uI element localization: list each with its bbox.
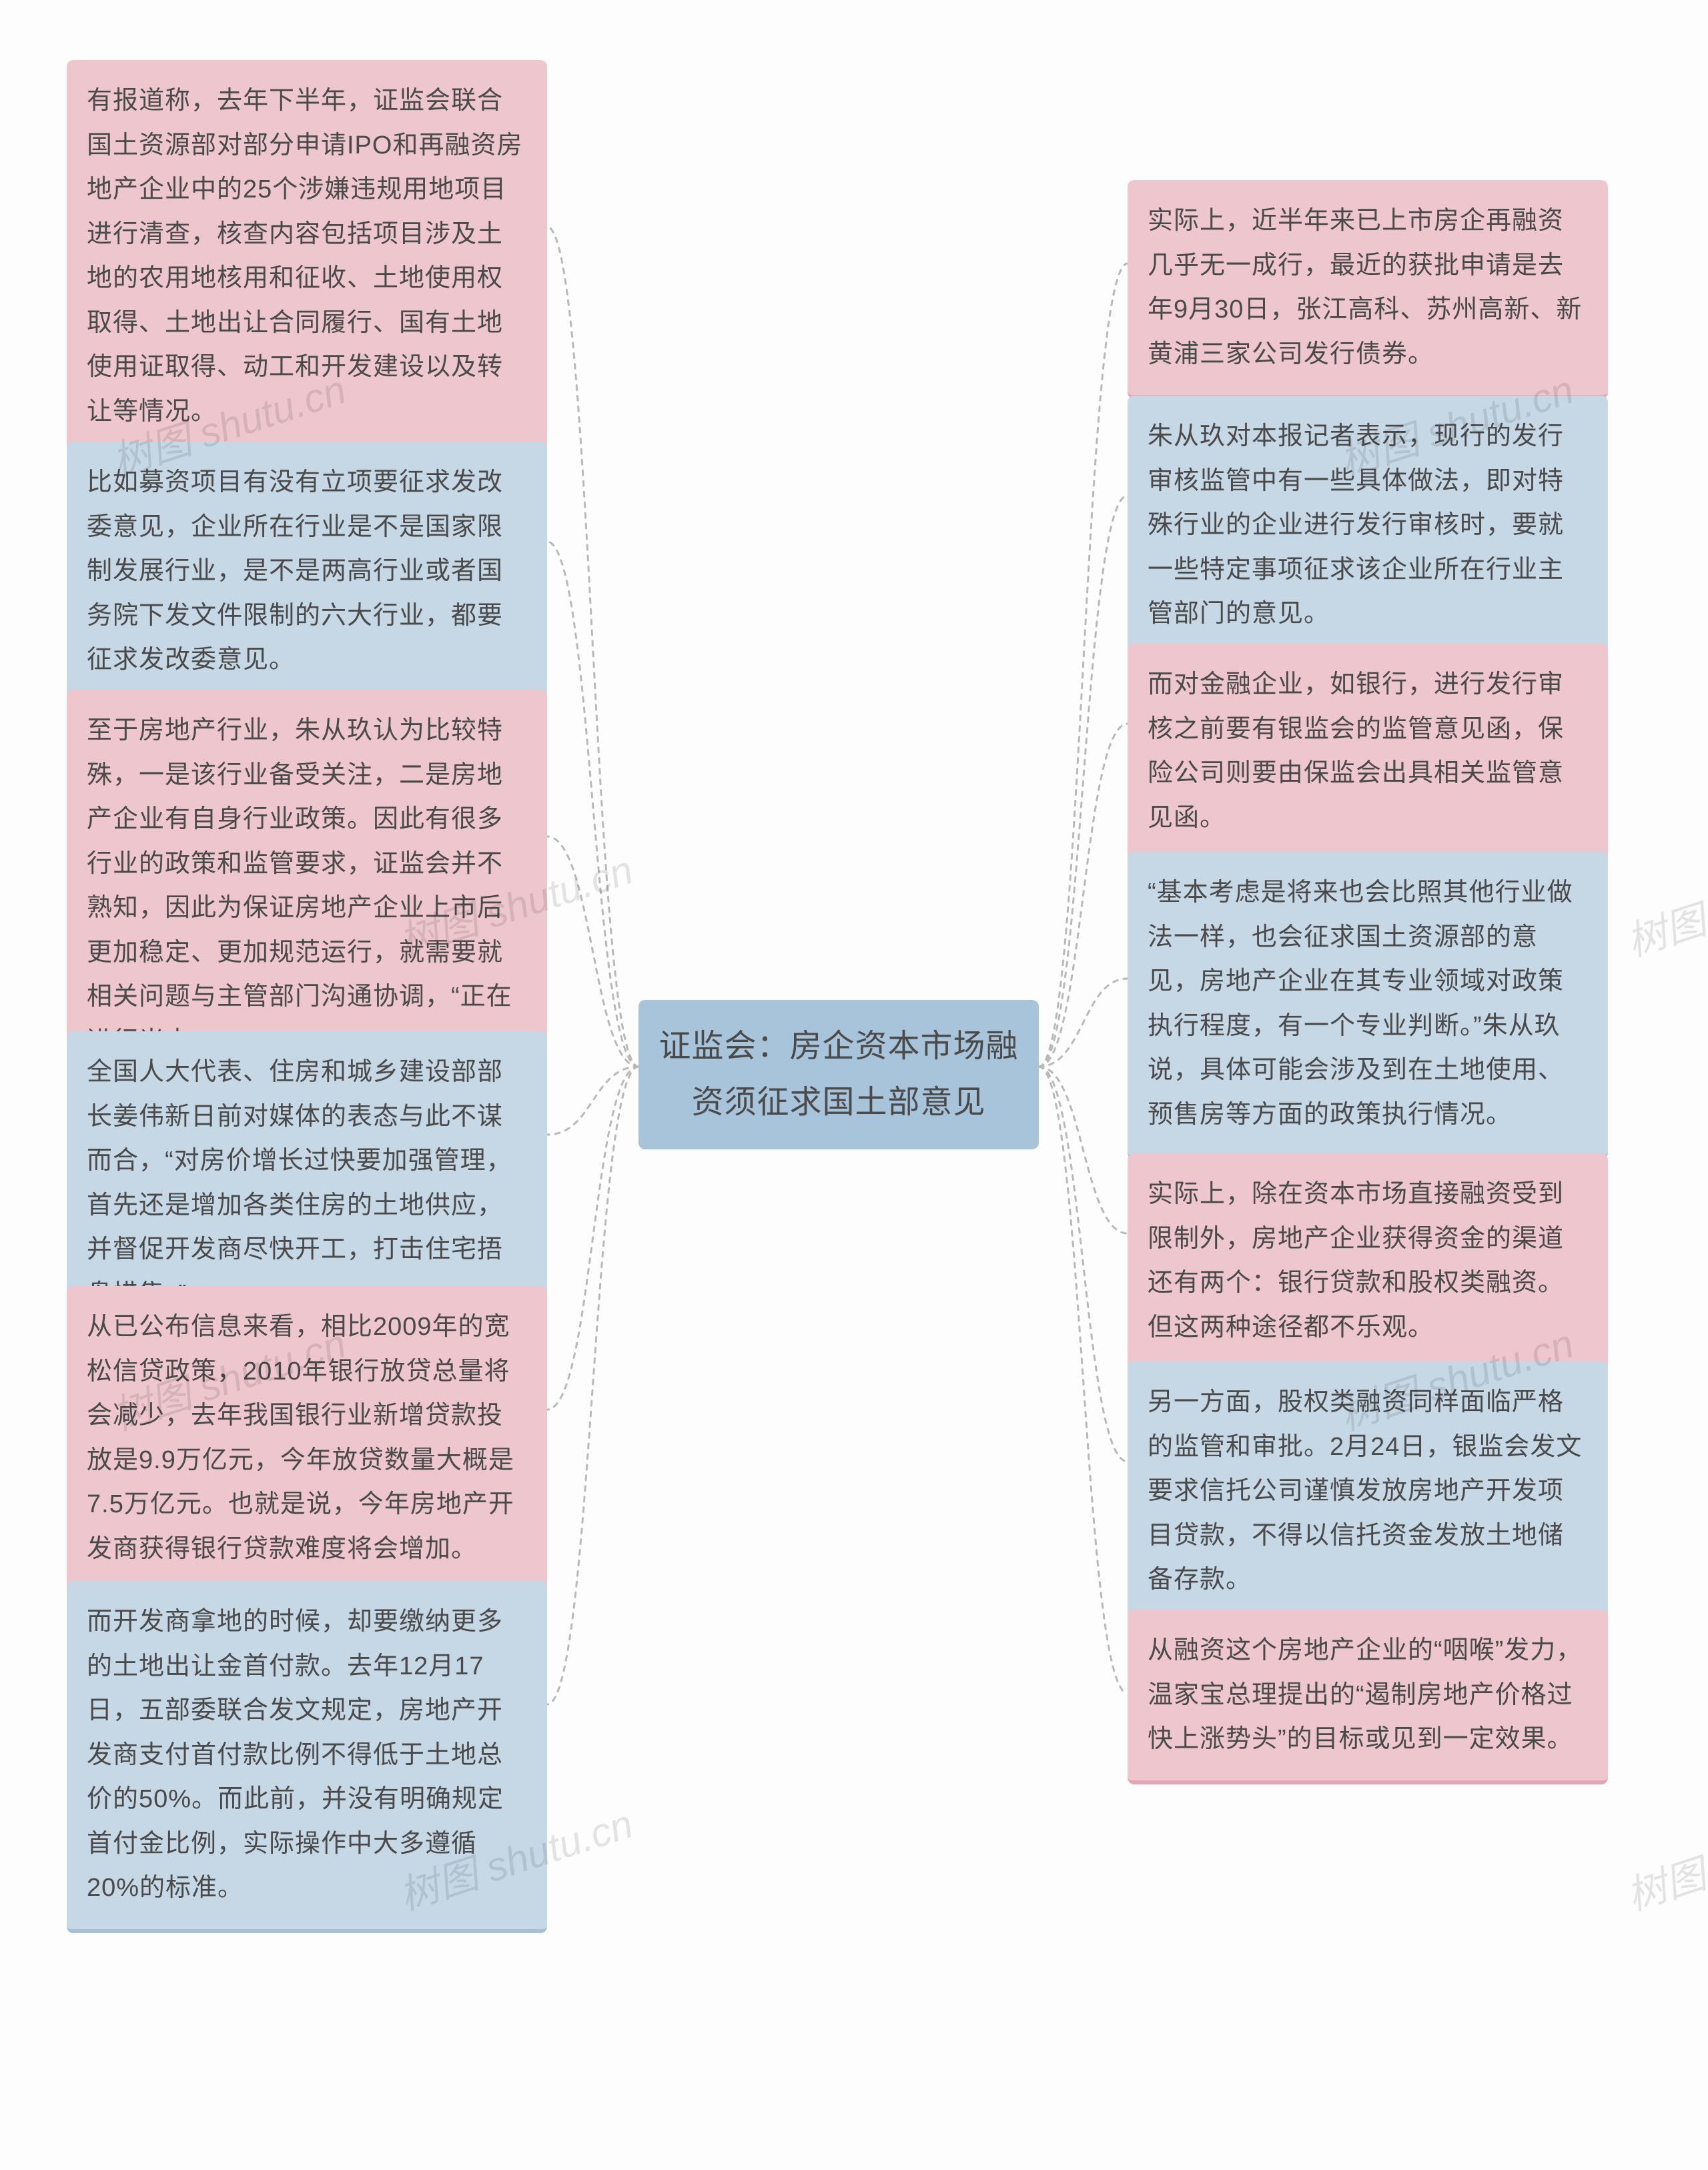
left-node[interactable]: 至于房地产行业，朱从玖认为比较特殊，一是该行业备受关注，二是房地产企业有自身行业… [67, 690, 547, 1086]
right-node[interactable]: 朱从玖对本报记者表示，现行的发行审核监管中有一些具体做法，即对特殊行业的企业进行… [1128, 396, 1608, 659]
mindmap-canvas: 证监会：房企资本市场融资须征求国土部意见 有报道称，去年下半年，证监会联合国土资… [0, 0, 1708, 2170]
right-node[interactable]: “基本考虑是将来也会比照其他行业做法一样，也会征求国土资源部的意见，房地产企业在… [1128, 852, 1608, 1159]
left-node[interactable]: 从已公布信息来看，相比2009年的宽松信贷政策，2010年银行放贷总量将会减少，… [67, 1286, 547, 1594]
right-node[interactable]: 另一方面，股权类融资同样面临严格的监管和审批。2月24日，银监会发文要求信托公司… [1128, 1362, 1608, 1625]
watermark: 树图 shutu.cn [1618, 1792, 1708, 1922]
right-node[interactable]: 实际上，近半年来已上市房企再融资几乎无一成行，最近的获批申请是去年9月30日，张… [1128, 180, 1608, 399]
left-node[interactable]: 而开发商拿地的时候，却要缴纳更多的土地出让金首付款。去年12月17日，五部委联合… [67, 1581, 547, 1933]
right-node[interactable]: 实际上，除在资本市场直接融资受到限制外，房地产企业获得资金的渠道还有两个：银行贷… [1128, 1153, 1608, 1372]
left-node[interactable]: 比如募资项目有没有立项要征求发改委意见，企业所在行业是不是国家限制发展行业，是不… [67, 442, 547, 705]
left-node[interactable]: 有报道称，去年下半年，证监会联合国土资源部对部分申请IPO和再融资房地产企业中的… [67, 60, 547, 456]
right-node[interactable]: 而对金融企业，如银行，进行发行审核之前要有银监会的监管意见函，保险公司则要由保监… [1128, 644, 1608, 863]
right-node[interactable]: 从融资这个房地产企业的“咽喉”发力，温家宝总理提出的“遏制房地产价格过快上涨势头… [1128, 1610, 1608, 1784]
watermark: 树图 shutu.cn [1618, 838, 1708, 968]
center-topic[interactable]: 证监会：房企资本市场融资须征求国土部意见 [638, 1000, 1039, 1149]
